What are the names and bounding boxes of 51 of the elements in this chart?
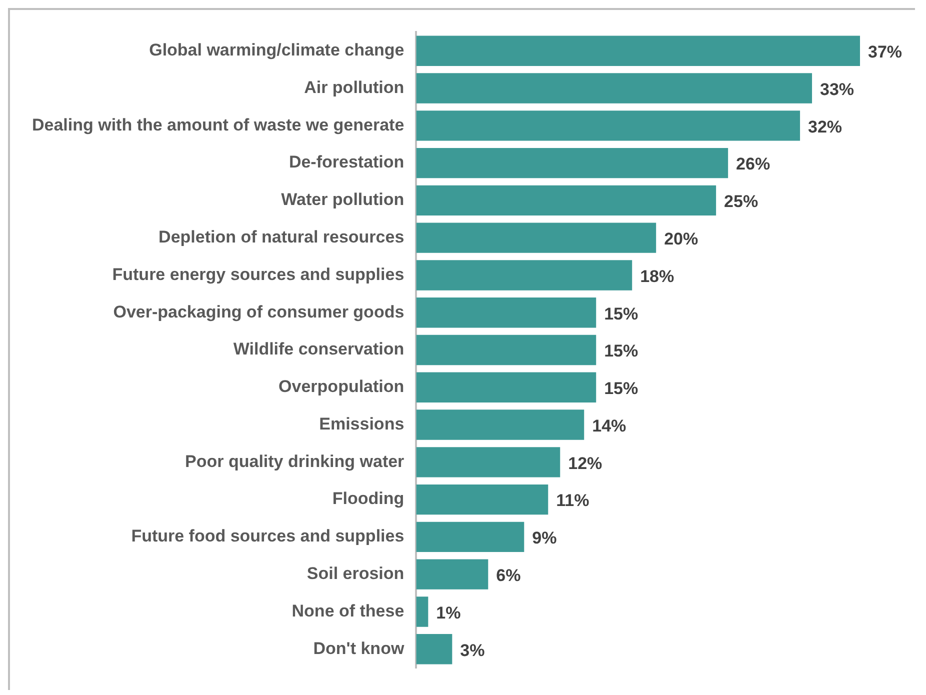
data-label: 15% xyxy=(604,304,638,324)
data-label: 6% xyxy=(496,566,521,586)
bar xyxy=(416,559,488,590)
data-label: 20% xyxy=(664,230,698,249)
bar xyxy=(416,522,524,552)
bar xyxy=(416,484,548,515)
bar xyxy=(416,410,584,440)
data-label: 9% xyxy=(532,528,557,548)
y-tick-label: Future energy sources and supplies xyxy=(112,264,404,284)
bar xyxy=(416,185,716,216)
bar xyxy=(416,334,596,366)
data-label: 15% xyxy=(604,342,638,361)
data-label: 33% xyxy=(820,80,854,99)
bar xyxy=(416,73,812,104)
data-label: 1% xyxy=(436,603,461,622)
bar xyxy=(416,148,728,178)
bar xyxy=(416,36,860,66)
y-tick-label: Poor quality drinking water xyxy=(185,452,405,471)
y-tick-label: Don't know xyxy=(313,638,405,658)
y-tick-label: Air pollution xyxy=(304,78,404,97)
bar xyxy=(416,634,452,664)
y-tick-label: Flooding xyxy=(332,489,404,508)
y-tick-label: Soil erosion xyxy=(306,564,404,584)
bar xyxy=(416,372,596,402)
y-tick-label: Depletion of natural resources xyxy=(158,228,404,247)
data-label: 3% xyxy=(460,640,485,660)
data-label: 37% xyxy=(868,42,902,62)
data-label: 14% xyxy=(592,416,626,436)
data-label: 32% xyxy=(808,117,842,136)
bar xyxy=(416,447,560,478)
y-tick-label: Overpopulation xyxy=(278,377,404,396)
bar xyxy=(416,222,656,253)
bar xyxy=(416,596,428,627)
y-tick-label: Water pollution xyxy=(281,190,404,210)
data-label: 11% xyxy=(556,491,590,510)
y-tick-label: De-forestation xyxy=(288,152,404,172)
bar xyxy=(416,298,596,328)
data-label: 12% xyxy=(568,454,602,473)
data-label: 15% xyxy=(604,379,638,398)
data-label: 26% xyxy=(736,154,770,174)
y-tick-label: Over-packaging of consumer goods xyxy=(113,302,404,322)
y-tick-label: Emissions xyxy=(319,414,404,434)
y-tick-label: Future food sources and supplies xyxy=(131,526,404,546)
y-tick-label: None of these xyxy=(292,601,404,620)
data-label: 25% xyxy=(724,192,758,212)
y-tick-label: Dealing with the amount of waste we generate xyxy=(32,115,404,134)
bar xyxy=(416,110,800,141)
data-label: 18% xyxy=(640,266,674,286)
bar xyxy=(416,260,632,290)
y-tick-label: Wildlife conservation xyxy=(233,340,404,359)
y-tick-label: Global warming/climate change xyxy=(149,40,404,60)
